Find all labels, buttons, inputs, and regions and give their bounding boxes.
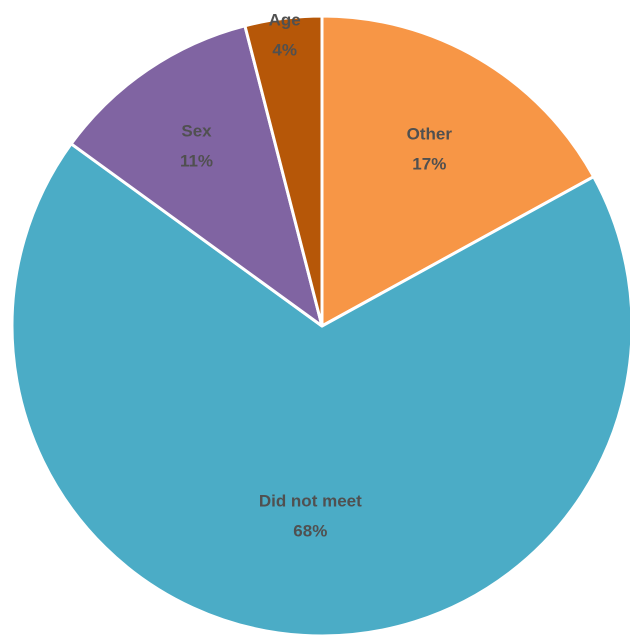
slice-data-label-other: Other 17%: [407, 125, 453, 174]
pie-slice-sex: [69, 24, 324, 328]
slice-category-label: Age: [269, 11, 301, 30]
slices-layer: [10, 14, 630, 638]
slice-category-label: Did not meet: [259, 492, 362, 511]
slice-percent-label: 17%: [412, 155, 446, 174]
pie-slice-did-not-meet: [10, 142, 630, 638]
slice-data-label-sex: Sex 11%: [180, 121, 213, 170]
slice-percent-label: 11%: [180, 151, 213, 170]
slice-percent-label: 4%: [272, 41, 297, 60]
slice-percent-label: 68%: [293, 522, 327, 541]
labels-layer: Other 17% Did not meet 68% Sex 11% Age 4%: [180, 11, 452, 541]
slice-category-label: Sex: [181, 121, 212, 140]
pie-slice-age: [243, 14, 324, 328]
slice-data-label-did-not-meet: Did not meet 68%: [259, 492, 362, 541]
slice-category-label: Other: [407, 125, 453, 144]
pie-slice-other: [320, 14, 596, 328]
slice-data-label-age: Age 4%: [269, 11, 301, 60]
